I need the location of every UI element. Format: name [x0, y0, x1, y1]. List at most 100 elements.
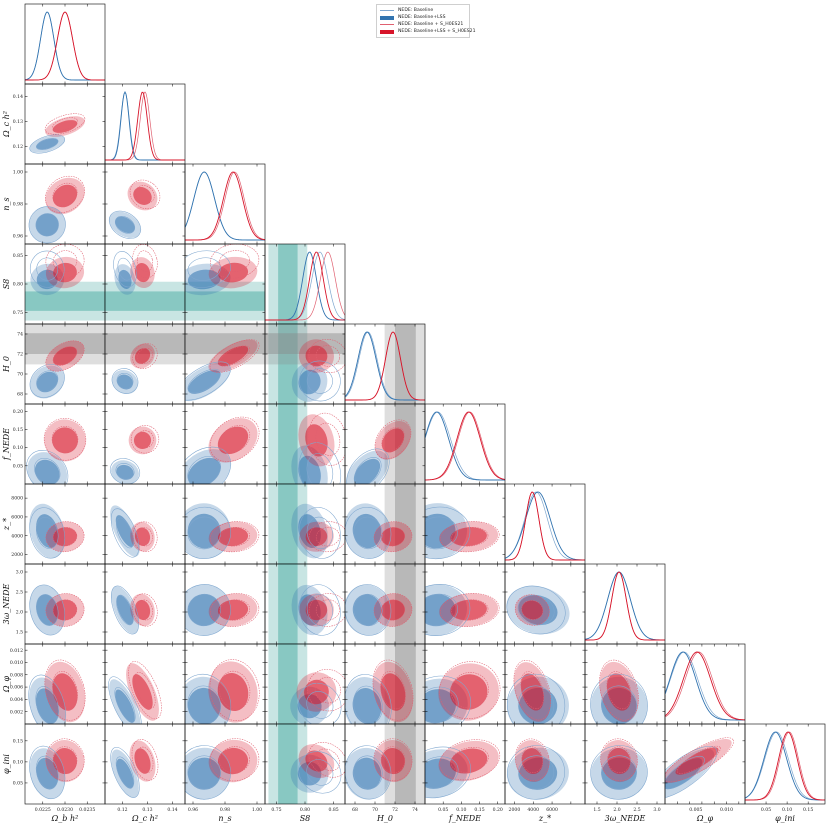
x-axis-label: 3ω_NEDE	[605, 814, 646, 823]
contour-1-1sigma	[116, 758, 134, 789]
y-tick-label: 0.13	[13, 119, 23, 125]
marginal-curve-2	[665, 651, 745, 721]
y-axis-label: φ_ini	[2, 754, 11, 774]
y-tick-label: 0.98	[13, 202, 23, 208]
contour-2-1sigma	[219, 527, 250, 547]
contour-2-1sigma	[137, 599, 153, 621]
contour-3-1sigma	[217, 527, 249, 547]
contour-0-2sigma	[110, 747, 140, 798]
contour-2-1sigma	[52, 346, 78, 366]
x-axis-label: n_s	[218, 814, 231, 823]
panel-9-5	[424, 723, 506, 805]
contour-2-2sigma	[515, 738, 550, 782]
panel-4-1	[104, 323, 186, 405]
contour-0-1sigma	[187, 516, 221, 550]
panel-9-7	[584, 723, 666, 805]
contour-0-1sigma	[35, 686, 59, 724]
panel-9-6	[504, 723, 586, 805]
panel-6-5	[424, 483, 506, 565]
contour-0-1sigma	[36, 594, 59, 626]
y-axis-label: Ω_c h²	[2, 111, 11, 138]
y-tick-label: 0.010	[10, 660, 23, 666]
contour-3-1sigma	[305, 750, 328, 772]
panel-6-3	[264, 483, 346, 565]
contour-0-1sigma	[425, 516, 459, 550]
x-tick-label: 2.0	[613, 807, 620, 813]
panel-3-3	[264, 243, 346, 325]
contour-3-1sigma	[381, 747, 405, 775]
contour-0-2sigma	[506, 585, 566, 635]
panel-2-0	[24, 163, 106, 245]
contour-3-1sigma	[381, 599, 405, 621]
y-tick-label: 0.10	[13, 759, 23, 765]
contour-3-1sigma	[380, 673, 406, 711]
contour-0-2sigma	[298, 682, 342, 724]
panel-8-2	[184, 643, 266, 725]
contour-0-2sigma	[345, 674, 392, 724]
marginal-curve-3	[745, 731, 825, 801]
contour-1-1sigma	[187, 757, 221, 790]
contour-2-2sigma	[308, 338, 345, 374]
contour-0-2sigma	[29, 507, 66, 559]
contour-0-2sigma	[345, 507, 392, 559]
contour-3-1sigma	[217, 599, 249, 621]
contour-2-1sigma	[136, 746, 154, 773]
contour-0-1sigma	[35, 213, 59, 237]
panel-4-0	[24, 323, 106, 405]
marginal-curve-3	[665, 651, 745, 721]
contour-3-1sigma	[606, 673, 632, 711]
contour-1-1sigma	[187, 457, 221, 484]
contour-1-1sigma	[115, 689, 135, 723]
contour-1-1sigma	[352, 688, 382, 724]
contour-2-1sigma	[380, 599, 406, 621]
contour-2-2sigma	[513, 659, 551, 721]
contour-0-2sigma	[185, 446, 232, 484]
legend-swatch-baseline	[380, 10, 394, 11]
contour-0-2sigma	[298, 442, 342, 484]
contour-2-1sigma	[380, 671, 406, 710]
panel-7-3	[264, 563, 346, 645]
contour-2-2sigma	[45, 521, 85, 553]
prior-band-inner	[278, 324, 298, 404]
contour-0-2sigma	[299, 584, 341, 636]
contour-2-1sigma	[381, 426, 405, 452]
marginal-curve-1	[745, 731, 825, 801]
contour-1-1sigma	[36, 594, 59, 626]
contour-2-2sigma	[45, 340, 85, 372]
panel-6-6	[504, 483, 586, 565]
marginal-curve-3	[505, 491, 585, 561]
contour-3-1sigma	[52, 427, 78, 454]
y-axis-label: z_*	[2, 518, 11, 531]
contour-0-1sigma	[116, 372, 134, 390]
contour-2-1sigma	[52, 250, 78, 272]
x-tick-label: 0.15	[474, 807, 484, 813]
marginal-curve-3	[25, 11, 105, 81]
contour-1-1sigma	[425, 513, 456, 549]
contour-0-2sigma	[299, 360, 341, 402]
x-axis-label: Ω_b h²	[51, 814, 79, 823]
contour-0-2sigma	[590, 745, 648, 800]
contour-3-1sigma	[450, 527, 487, 547]
x-tick-label: 0.85	[328, 807, 338, 813]
legend-label-baseline-lss: NEDE: Baseline+LSS	[398, 15, 446, 20]
panel-4-4	[344, 323, 426, 405]
contour-2-1sigma	[137, 250, 153, 272]
x-tick-label: 0.12	[117, 807, 127, 813]
prior-band-inner	[395, 404, 416, 484]
contour-0-1sigma	[115, 463, 135, 480]
contour-0-2sigma	[29, 584, 66, 636]
x-tick-label: 0.0225	[35, 807, 51, 813]
contour-3-1sigma	[52, 673, 78, 711]
contour-2-2sigma	[373, 521, 413, 553]
contour-1-1sigma	[34, 459, 60, 484]
prior-band-inner	[278, 644, 298, 724]
contour-3-1sigma	[53, 346, 77, 366]
panel-2-2	[184, 163, 266, 245]
panel-7-2	[184, 563, 266, 645]
contour-2-2sigma	[210, 521, 260, 553]
contour-3-1sigma	[217, 673, 249, 711]
contour-0-1sigma	[117, 257, 133, 281]
contour-0-2sigma	[590, 673, 648, 724]
contour-2-2sigma	[439, 521, 500, 553]
contour-0-2sigma	[425, 584, 471, 636]
